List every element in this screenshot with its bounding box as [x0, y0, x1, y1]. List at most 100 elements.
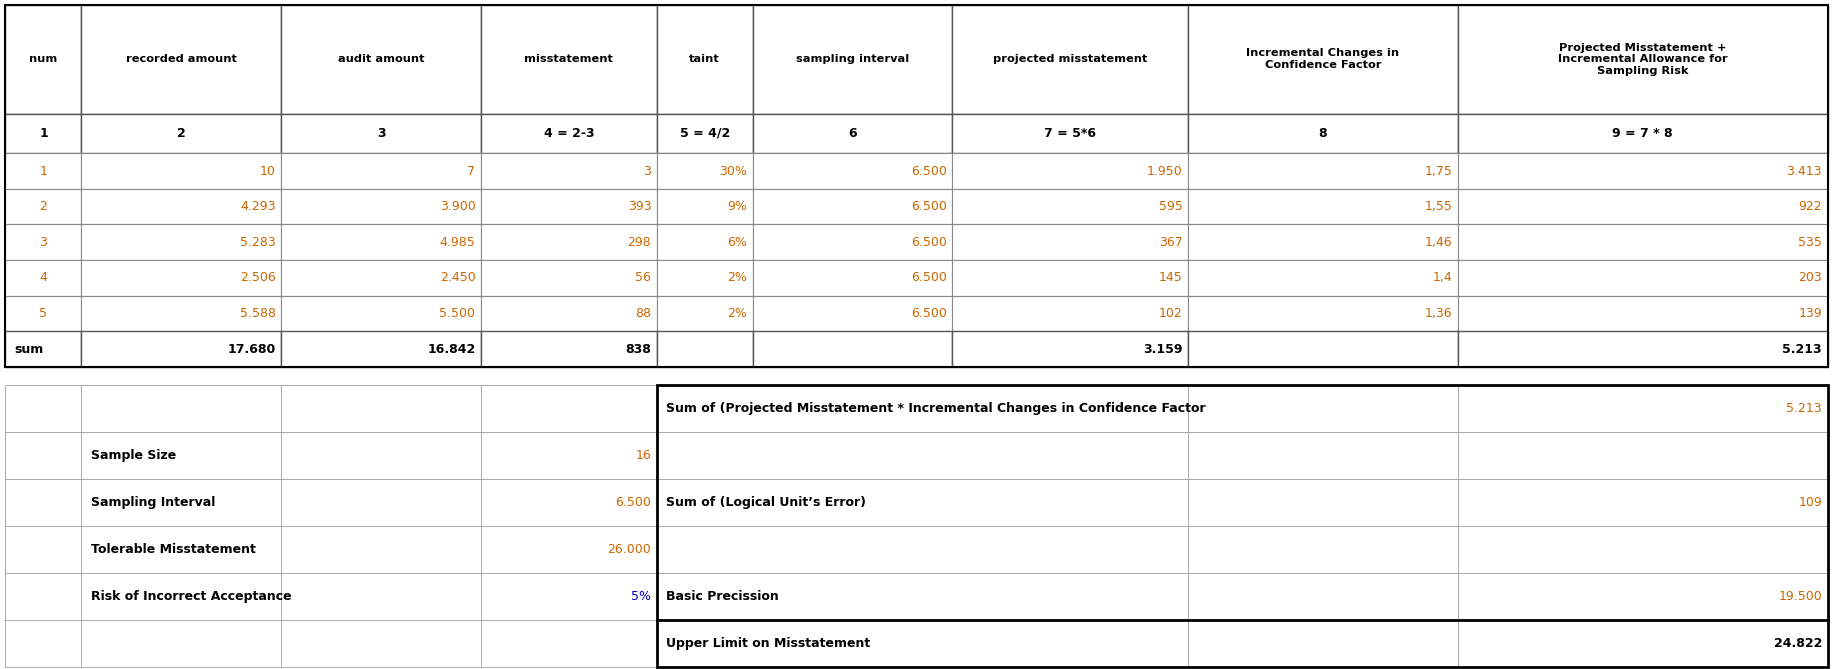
- Bar: [280, 114, 480, 153]
- Bar: [480, 331, 656, 367]
- Bar: [753, 260, 953, 296]
- Text: 4.985: 4.985: [440, 235, 474, 249]
- Bar: [280, 385, 480, 432]
- Text: 6.500: 6.500: [911, 200, 947, 213]
- Bar: [753, 5, 953, 114]
- Text: Sampling Interval: Sampling Interval: [90, 496, 214, 509]
- Text: 5: 5: [40, 307, 48, 320]
- Bar: [1456, 573, 1827, 620]
- Text: 3: 3: [643, 165, 650, 177]
- Bar: [656, 385, 1827, 667]
- Bar: [5, 260, 81, 296]
- Bar: [1456, 114, 1827, 153]
- Bar: [81, 620, 280, 667]
- Bar: [81, 573, 280, 620]
- Bar: [280, 432, 480, 479]
- Text: 8: 8: [1317, 127, 1326, 140]
- Bar: [5, 432, 81, 479]
- Bar: [280, 620, 480, 667]
- Bar: [953, 114, 1187, 153]
- Bar: [1456, 225, 1827, 260]
- Text: 19.500: 19.500: [1777, 590, 1821, 603]
- Text: 1,75: 1,75: [1423, 165, 1451, 177]
- Bar: [5, 189, 81, 225]
- Bar: [953, 331, 1187, 367]
- Bar: [1187, 114, 1456, 153]
- Text: 1,46: 1,46: [1423, 235, 1451, 249]
- Bar: [280, 5, 480, 114]
- Bar: [1456, 432, 1827, 479]
- Bar: [753, 114, 953, 153]
- Bar: [5, 225, 81, 260]
- Bar: [5, 331, 81, 367]
- Bar: [280, 225, 480, 260]
- Text: Basic Precission: Basic Precission: [665, 590, 779, 603]
- Text: 56: 56: [636, 272, 650, 284]
- Bar: [953, 5, 1187, 114]
- Text: recorded amount: recorded amount: [126, 54, 236, 64]
- Bar: [480, 153, 656, 189]
- Bar: [5, 296, 81, 331]
- Bar: [81, 5, 280, 114]
- Bar: [280, 526, 480, 573]
- Bar: [5, 573, 81, 620]
- Text: 2%: 2%: [727, 272, 747, 284]
- Text: 4.293: 4.293: [240, 200, 275, 213]
- Bar: [656, 153, 753, 189]
- Bar: [81, 479, 280, 526]
- Text: 7 = 5*6: 7 = 5*6: [1044, 127, 1096, 140]
- Text: misstatement: misstatement: [524, 54, 614, 64]
- Text: 9 = 7 * 8: 9 = 7 * 8: [1612, 127, 1673, 140]
- Bar: [1456, 189, 1827, 225]
- Bar: [1187, 260, 1456, 296]
- Bar: [81, 331, 280, 367]
- Bar: [480, 189, 656, 225]
- Bar: [81, 296, 280, 331]
- Text: 2.506: 2.506: [240, 272, 275, 284]
- Text: taint: taint: [689, 54, 720, 64]
- Text: 4 = 2-3: 4 = 2-3: [544, 127, 594, 140]
- Bar: [280, 260, 480, 296]
- Bar: [1456, 5, 1827, 114]
- Bar: [5, 5, 81, 114]
- Text: 3: 3: [40, 235, 48, 249]
- Bar: [5, 5, 1827, 367]
- Text: 102: 102: [1158, 307, 1182, 320]
- Bar: [1187, 432, 1456, 479]
- Text: 109: 109: [1797, 496, 1821, 509]
- Text: audit amount: audit amount: [337, 54, 423, 64]
- Text: 6.500: 6.500: [911, 272, 947, 284]
- Text: 5.283: 5.283: [240, 235, 275, 249]
- Text: projected misstatement: projected misstatement: [993, 54, 1147, 64]
- Text: 2: 2: [178, 127, 185, 140]
- Bar: [1456, 260, 1827, 296]
- Bar: [5, 114, 81, 153]
- Bar: [81, 225, 280, 260]
- Text: 203: 203: [1797, 272, 1821, 284]
- Text: 5.213: 5.213: [1781, 343, 1821, 356]
- Text: 6.500: 6.500: [911, 307, 947, 320]
- Bar: [280, 153, 480, 189]
- Text: 838: 838: [625, 343, 650, 356]
- Text: 4: 4: [40, 272, 48, 284]
- Text: Sum of (Logical Unit’s Error): Sum of (Logical Unit’s Error): [665, 496, 865, 509]
- Text: 1.950: 1.950: [1147, 165, 1182, 177]
- Text: 595: 595: [1158, 200, 1182, 213]
- Text: 26.000: 26.000: [606, 543, 650, 556]
- Text: 393: 393: [627, 200, 650, 213]
- Bar: [280, 296, 480, 331]
- Bar: [1187, 189, 1456, 225]
- Bar: [953, 260, 1187, 296]
- Text: Sum of (Projected Misstatement * Incremental Changes in Confidence Factor: Sum of (Projected Misstatement * Increme…: [665, 402, 1205, 415]
- Text: Upper Limit on Misstatement: Upper Limit on Misstatement: [665, 637, 870, 650]
- Text: 24.822: 24.822: [1773, 637, 1821, 650]
- Text: Sample Size: Sample Size: [90, 449, 176, 462]
- Text: 5 = 4/2: 5 = 4/2: [680, 127, 729, 140]
- Bar: [5, 385, 81, 432]
- Bar: [656, 189, 753, 225]
- Bar: [953, 153, 1187, 189]
- Text: 6%: 6%: [727, 235, 747, 249]
- Bar: [656, 573, 1187, 620]
- Bar: [1456, 296, 1827, 331]
- Bar: [480, 526, 656, 573]
